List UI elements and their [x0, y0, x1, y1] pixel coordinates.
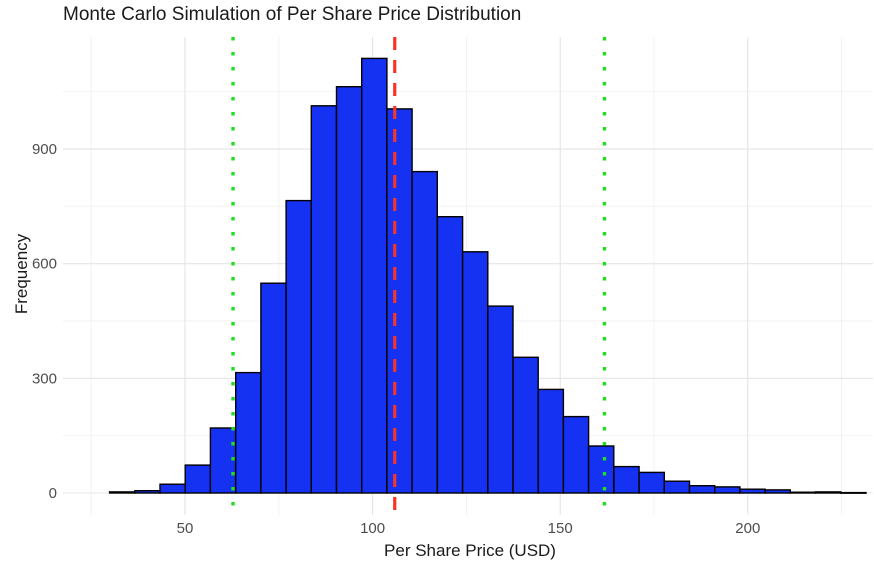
histogram-bar: [613, 465, 640, 494]
x-axis-title: Per Share Price (USD): [384, 541, 556, 560]
histogram-bar: [537, 388, 565, 494]
x-tick-label: 100: [360, 520, 385, 537]
reference-lines: [231, 37, 607, 515]
histogram-bar: [134, 490, 161, 494]
histogram-bar: [764, 489, 791, 494]
y-axis-title: Frequency: [12, 233, 31, 314]
histogram-bar: [688, 485, 716, 494]
y-tick-label: 300: [32, 370, 57, 387]
histogram-bar: [361, 57, 388, 494]
histogram-bar: [562, 415, 590, 494]
x-tick-label: 200: [735, 520, 760, 537]
histogram-bar: [436, 215, 464, 494]
histogram-bar: [587, 445, 615, 494]
histogram-bar: [461, 251, 489, 494]
histogram-bar: [285, 199, 313, 494]
histogram-bar: [840, 491, 867, 494]
y-tick-label: 0: [49, 485, 57, 502]
histogram-bar: [714, 486, 741, 494]
histogram-bar: [814, 491, 842, 494]
x-tick-label: 150: [548, 520, 573, 537]
histogram-bar: [260, 282, 287, 494]
chart-title: Monte Carlo Simulation of Per Share Pric…: [63, 4, 522, 25]
y-tick-label: 600: [32, 256, 57, 273]
histogram-bars: [108, 57, 867, 494]
histogram-bar: [512, 356, 539, 494]
histogram-bar: [184, 464, 212, 494]
histogram-bar: [159, 483, 186, 494]
histogram-bar: [386, 108, 413, 494]
histogram-bar: [739, 488, 766, 494]
histogram-bar: [234, 371, 262, 494]
histogram-bar: [663, 480, 691, 494]
histogram-bar: [335, 85, 363, 494]
gridlines-minor: [63, 37, 873, 515]
histogram-bar: [108, 491, 136, 494]
y-axis-tick-labels: 0 300 600 900: [32, 141, 57, 502]
histogram-bar: [310, 105, 338, 494]
x-axis-tick-labels: 50 100 150 200: [177, 520, 761, 537]
x-tick-label: 50: [177, 520, 194, 537]
histogram-bar: [638, 471, 665, 494]
histogram-bar: [487, 305, 514, 494]
histogram-bar: [411, 170, 439, 494]
histogram-bar: [789, 491, 817, 494]
y-tick-label: 900: [32, 141, 57, 158]
